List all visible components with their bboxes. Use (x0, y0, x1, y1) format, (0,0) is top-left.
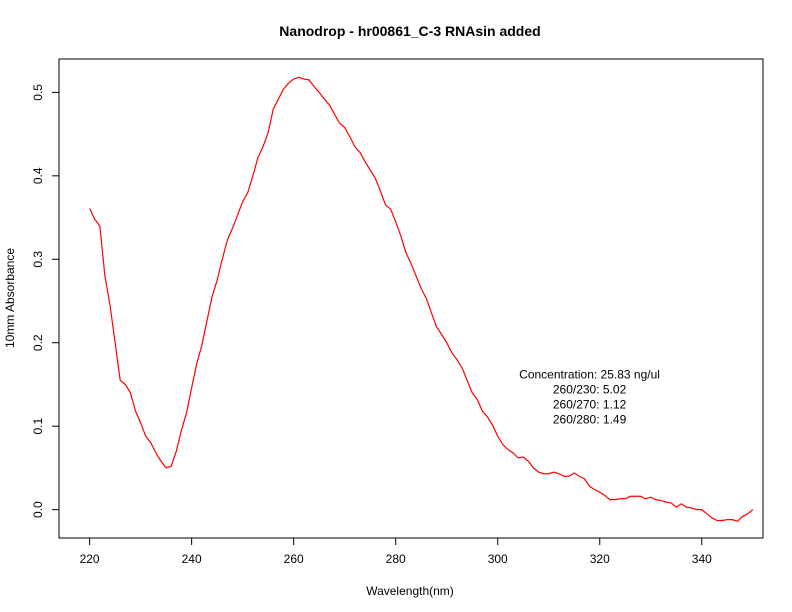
x-axis: 220 240 260 280 300 320 340 (80, 538, 712, 566)
annotation-text: 260/270: 1.12 (553, 398, 627, 412)
x-tick-label: 240 (182, 552, 202, 566)
absorbance-series-line (89, 76, 754, 522)
y-axis: 0.0 0.1 0.2 0.3 0.4 0.5 (31, 84, 59, 518)
x-tick-label: 220 (80, 552, 100, 566)
x-axis-label: Wavelength(nm) (366, 584, 454, 598)
x-tick-label: 320 (590, 552, 610, 566)
annotation-text: 260/230: 5.02 (553, 383, 627, 397)
y-tick-label: 0.2 (31, 334, 45, 351)
y-tick-label: 0.5 (31, 84, 45, 101)
y-tick-label: 0.4 (31, 167, 45, 184)
annotation-text: 260/280: 1.49 (553, 413, 627, 427)
x-tick-label: 260 (284, 552, 304, 566)
y-tick-label: 0.3 (31, 251, 45, 268)
y-tick-label: 0.0 (31, 501, 45, 518)
chart-title: Nanodrop - hr00861_C-3 RNAsin added (279, 23, 540, 39)
x-tick-label: 300 (488, 552, 508, 566)
y-tick-label: 0.1 (31, 418, 45, 435)
x-tick-label: 280 (386, 552, 406, 566)
annotation-text: Concentration: 25.83 ng/ul (519, 368, 660, 382)
y-axis-label: 10mm Absorbance (3, 248, 17, 348)
x-tick-label: 340 (692, 552, 712, 566)
plot-frame (58, 58, 764, 539)
